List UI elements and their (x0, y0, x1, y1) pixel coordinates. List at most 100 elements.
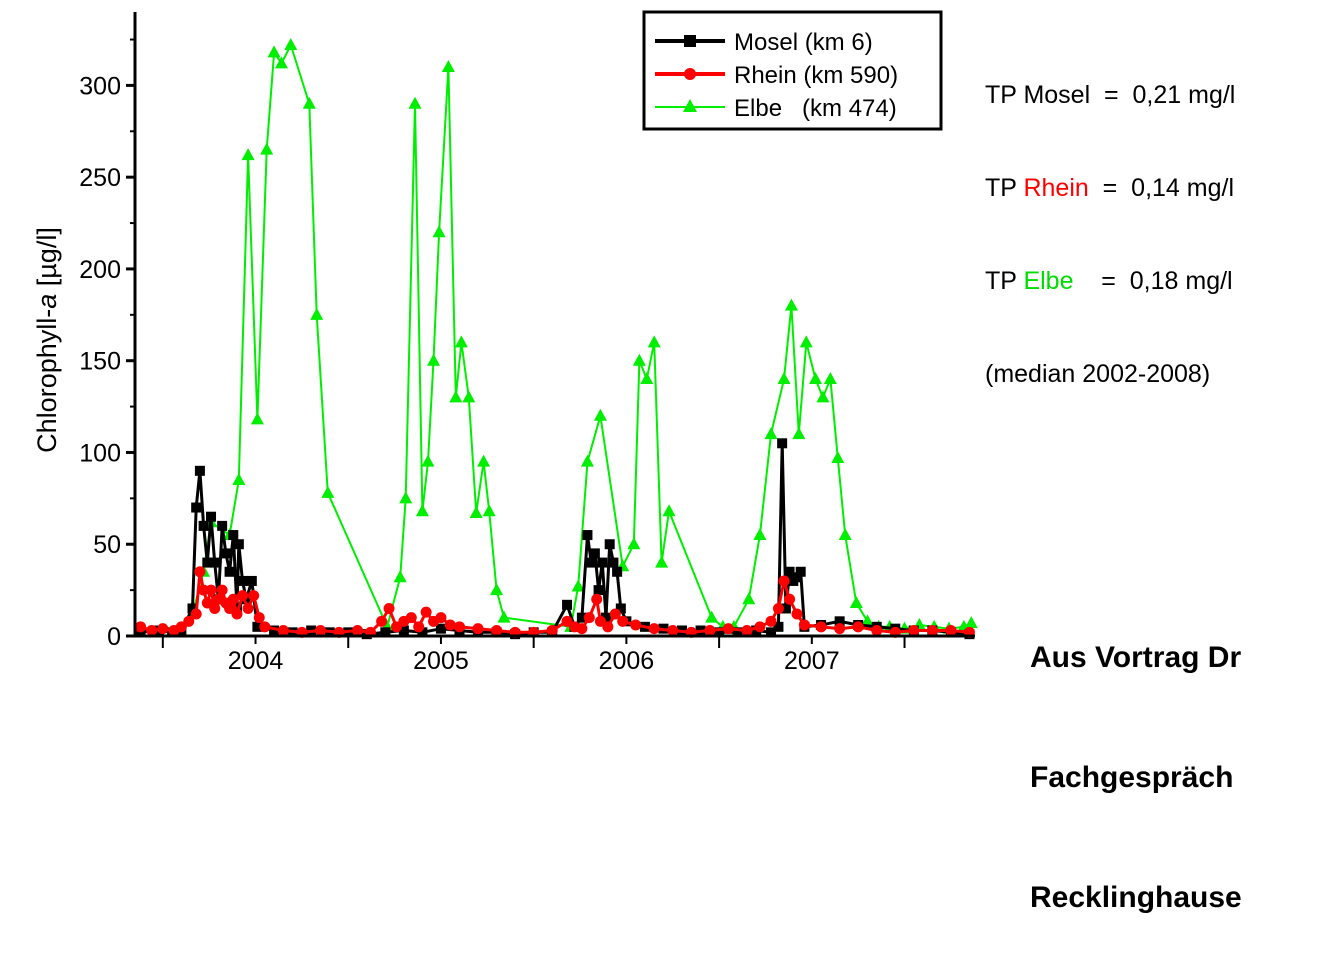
data-point (741, 624, 753, 636)
y-axis-label: Chlorophyll-a [µg/l] (32, 227, 62, 453)
data-point (190, 608, 202, 620)
source-note-line-1: Aus Vortrag Dr (1030, 641, 1242, 674)
data-point (408, 96, 422, 109)
data-point (277, 624, 289, 636)
data-point (206, 511, 217, 522)
tp-river-mosel: Mosel (1023, 81, 1091, 109)
data-point (242, 602, 254, 614)
tp-prefix: TP (985, 174, 1024, 202)
data-point (583, 612, 595, 624)
data-point (964, 616, 978, 629)
data-point (632, 353, 646, 366)
data-point (602, 621, 614, 633)
x-tick-label: 2004 (228, 647, 284, 675)
data-point (462, 390, 476, 403)
data-point (497, 610, 511, 623)
legend-label-mosel: Mosel (km 6) (734, 29, 873, 56)
plot-area (135, 38, 978, 640)
data-point (615, 603, 626, 614)
data-point (766, 627, 777, 638)
data-point (772, 602, 784, 614)
legend-marker-mosel (684, 35, 696, 47)
data-point (194, 465, 205, 476)
legend-item-rhein: Rhein (km 590) (655, 62, 898, 89)
data-point (617, 615, 629, 627)
data-point (246, 575, 257, 586)
x-tick-label: 2006 (599, 647, 655, 675)
data-point (135, 627, 146, 638)
data-point (753, 528, 767, 541)
legend-marker-rhein (684, 68, 696, 80)
data-point (490, 583, 504, 596)
data-point (809, 372, 823, 385)
tp-median-note: (median 2002-2008) (985, 360, 1211, 388)
data-point (764, 427, 778, 440)
data-point (792, 427, 806, 440)
tp-river-rhein: Rhein (1023, 174, 1089, 202)
data-point (491, 624, 503, 636)
axes (133, 12, 975, 638)
legend-item-elbe: Elbe (km 474) (655, 95, 897, 122)
data-point (405, 612, 417, 624)
data-point (380, 627, 391, 638)
data-point (393, 570, 407, 583)
data-point (415, 504, 429, 517)
data-point (604, 539, 615, 550)
data-point (791, 608, 803, 620)
data-point (778, 575, 790, 587)
data-point (871, 624, 883, 636)
tp-value-rhein: = 0,14 mg/l (1088, 174, 1234, 202)
x-tick-label: 2005 (413, 647, 469, 675)
data-point (582, 530, 593, 541)
data-point (260, 142, 274, 155)
data-point (314, 624, 326, 636)
data-point (321, 485, 335, 498)
data-point (187, 603, 198, 614)
y-tick-label: 200 (79, 256, 121, 284)
data-point (228, 530, 239, 541)
data-point (591, 593, 603, 605)
data-point (593, 408, 607, 421)
data-point (420, 606, 432, 618)
data-point (784, 566, 795, 577)
data-point (441, 60, 455, 73)
data-point (945, 624, 957, 636)
data-point (472, 623, 484, 635)
data-point (714, 627, 725, 638)
tp-line-elbe: TP Elbe = 0,18 mg/l (985, 266, 1235, 297)
data-point (398, 625, 409, 636)
data-point (816, 390, 830, 403)
chart: 0 50 100 150 200 250 300 2004 2005 2006 2007 Chlo… (32, 10, 978, 675)
data-point (732, 627, 743, 638)
y-tick-label: 300 (79, 72, 121, 100)
data-point (831, 450, 845, 463)
y-tick-label: 150 (79, 348, 121, 376)
data-point (852, 621, 864, 633)
data-point (269, 625, 280, 636)
data-point (640, 372, 654, 385)
data-point (589, 548, 600, 559)
data-point (259, 621, 271, 633)
data-point (146, 624, 158, 636)
data-point (742, 592, 756, 605)
legend-label-elbe: Elbe (km 474) (734, 95, 897, 122)
data-point (227, 593, 239, 605)
tp-line-rhein: TP Rhein = 0,14 mg/l (985, 173, 1235, 204)
data-point (435, 612, 447, 624)
data-point (780, 603, 791, 614)
data-point (630, 619, 642, 631)
data-point (469, 506, 483, 519)
data-point (231, 608, 243, 620)
data-point (274, 56, 288, 69)
data-point (562, 599, 573, 610)
data-point (546, 624, 558, 636)
data-point (784, 593, 796, 605)
data-point (662, 504, 676, 517)
data-point (648, 623, 660, 635)
data-point (477, 454, 491, 467)
data-point (198, 520, 209, 531)
legend-marker-elbe (683, 99, 697, 112)
data-point (815, 621, 827, 633)
data-point (237, 590, 249, 602)
data-point (209, 557, 220, 568)
